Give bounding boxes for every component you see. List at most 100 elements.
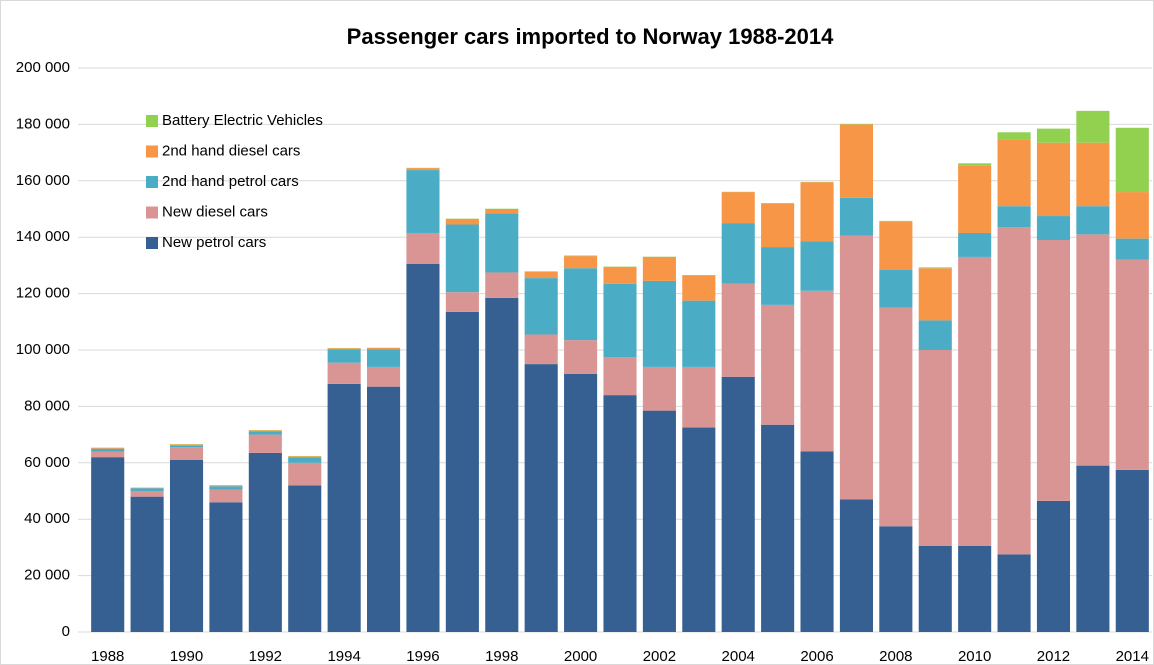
bar-segment <box>445 224 479 293</box>
bar-segment <box>839 124 873 198</box>
bar-segment <box>800 290 834 452</box>
bar-segment <box>761 203 795 248</box>
bar-segment <box>445 292 479 312</box>
bar-segment <box>642 280 676 367</box>
bar-segment <box>958 545 992 632</box>
bar-segment <box>564 256 598 269</box>
bar-segment <box>406 170 440 233</box>
bar-segment <box>445 218 479 225</box>
bar-segment <box>918 320 952 350</box>
bar-segment <box>327 383 361 632</box>
bar-segment <box>169 444 204 446</box>
x-tick-label: 2012 <box>1037 648 1070 665</box>
y-tick-label: 140 000 <box>16 228 70 245</box>
legend-swatch <box>146 115 158 127</box>
bar-segment <box>524 278 558 335</box>
legend-swatch <box>146 206 158 219</box>
y-tick-label: 80 000 <box>24 397 70 414</box>
bar-segment <box>288 485 322 632</box>
bar-segment <box>918 268 952 321</box>
bar-segment <box>800 241 834 291</box>
x-tick-label: 2014 <box>1116 648 1149 665</box>
legend-label: 2nd hand diesel cars <box>162 142 300 159</box>
bar-segment <box>91 451 125 458</box>
x-tick-label: 1996 <box>406 648 439 665</box>
bar-segment <box>130 491 164 497</box>
bar-segment <box>288 456 322 458</box>
bar-segment <box>1076 142 1110 207</box>
x-tick-label: 1990 <box>170 648 203 665</box>
bar-segment <box>327 349 361 363</box>
bar-segment <box>918 267 952 269</box>
legend-label: New petrol cars <box>162 234 266 251</box>
bar-segment <box>761 247 795 305</box>
bar-segment <box>603 357 637 396</box>
bar-segment <box>248 434 282 453</box>
y-tick-label: 180 000 <box>16 115 70 132</box>
bar-segment <box>564 373 598 632</box>
bar-segment <box>761 424 795 632</box>
y-tick-label: 120 000 <box>16 285 70 302</box>
x-tick-label: 1988 <box>91 648 124 665</box>
bar-segment <box>642 366 676 411</box>
bar-segment <box>248 430 282 432</box>
x-tick-label: 2006 <box>800 648 833 665</box>
bar-segment <box>603 283 637 358</box>
bar-segment <box>997 132 1031 140</box>
legend-swatch <box>146 176 158 188</box>
bar-segment <box>524 271 558 279</box>
bar-segment <box>130 487 164 489</box>
legend-swatch <box>146 145 158 158</box>
bar-segment <box>1115 192 1149 239</box>
bar-segment <box>879 220 913 222</box>
bar-segment <box>1036 142 1071 217</box>
bar-segment <box>997 139 1031 207</box>
bar-segment <box>958 232 992 257</box>
bar-segment <box>1076 110 1110 143</box>
y-tick-label: 60 000 <box>24 454 70 471</box>
bar-segment <box>169 447 204 460</box>
bar-segment <box>367 349 401 367</box>
bar-segment <box>564 255 598 257</box>
bar-segment <box>367 366 401 387</box>
bar-segment <box>1076 465 1110 632</box>
y-tick-label: 200 000 <box>16 59 70 76</box>
bar-segment <box>1115 469 1149 632</box>
y-tick-label: 100 000 <box>16 341 70 358</box>
bar-segment <box>879 221 913 270</box>
bar-segment <box>721 376 755 632</box>
bar-segment <box>1036 216 1071 241</box>
bar-segment <box>327 362 361 384</box>
bar-segment <box>406 263 440 632</box>
bar-segment <box>209 489 243 503</box>
bar-segment <box>564 340 598 374</box>
x-tick-label: 2004 <box>722 648 755 665</box>
bar-segment <box>997 227 1031 555</box>
bar-segment <box>248 452 282 632</box>
bar-segment <box>209 486 243 490</box>
bar-segment <box>91 447 125 449</box>
bar-segment <box>682 366 716 428</box>
bar-segment <box>721 223 755 284</box>
bar-segment <box>288 462 322 486</box>
bar-segment <box>169 459 204 632</box>
bar-segment <box>485 213 519 273</box>
bar-segment <box>1115 238 1149 260</box>
x-tick-label: 2000 <box>564 648 597 665</box>
bar-segment <box>603 395 637 632</box>
bar-segment <box>209 485 243 487</box>
bar-segment <box>209 502 243 632</box>
bar-segment <box>839 197 873 236</box>
x-tick-label: 2008 <box>879 648 912 665</box>
legend-label: Battery Electric Vehicles <box>162 112 323 129</box>
bar-segment <box>761 304 795 425</box>
bar-segment <box>918 545 952 632</box>
bar-segment <box>327 348 361 350</box>
bar-segment <box>800 451 834 632</box>
bar-segment <box>958 165 992 233</box>
bar-segment <box>1036 128 1071 143</box>
x-tick-label: 2010 <box>958 648 991 665</box>
bar-segment <box>682 427 716 632</box>
bar-segment <box>1115 127 1149 193</box>
